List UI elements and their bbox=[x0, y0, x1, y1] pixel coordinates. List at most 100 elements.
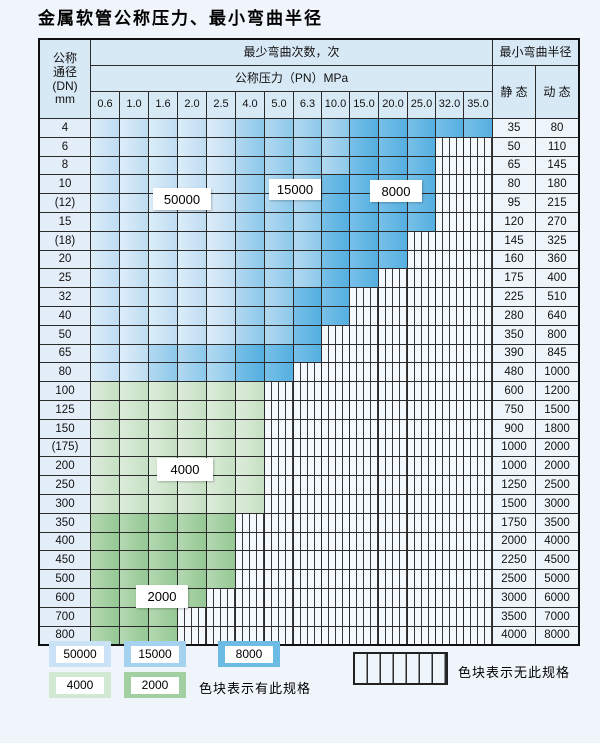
row-dn-label: 450 bbox=[40, 551, 90, 570]
matrix-cell-b1 bbox=[120, 194, 148, 212]
dynamic-radius-value: 4000 bbox=[536, 532, 578, 551]
matrix-cell-x bbox=[322, 400, 349, 419]
matrix-cell-x bbox=[436, 382, 463, 400]
matrix-cell-b1 bbox=[120, 250, 148, 269]
matrix-cell-g1 bbox=[236, 382, 264, 400]
matrix-cell-x bbox=[379, 306, 407, 325]
matrix-cell-b1 bbox=[91, 269, 119, 288]
matrix-cell-b2 bbox=[294, 269, 321, 288]
matrix-cell-b2 bbox=[265, 212, 293, 231]
matrix-cell-b2 bbox=[265, 156, 293, 175]
matrix-cell-x bbox=[464, 344, 492, 363]
row-dn-label: 4 bbox=[40, 119, 90, 137]
matrix-cell-g1 bbox=[236, 476, 264, 494]
matrix-cell-b2 bbox=[265, 325, 293, 344]
matrix-cell-x bbox=[408, 363, 435, 382]
matrix-cell-b2 bbox=[265, 306, 293, 325]
matrix-cell-b2 bbox=[265, 269, 293, 288]
matrix-cell-x bbox=[408, 250, 435, 269]
matrix-cell-x bbox=[436, 175, 463, 194]
static-radius-value: 225 bbox=[493, 288, 535, 306]
matrix-cell-b1 bbox=[149, 137, 177, 156]
static-radius-value: 2500 bbox=[493, 570, 535, 588]
header-pressure-1.0: 1.0 bbox=[120, 92, 148, 118]
matrix-cell-x bbox=[322, 325, 349, 344]
matrix-cell-b3 bbox=[322, 194, 349, 212]
matrix-cell-x bbox=[322, 363, 349, 382]
matrix-cell-b2 bbox=[178, 363, 206, 382]
cycle-count-annotation-2000: 2000 bbox=[136, 585, 188, 608]
matrix-cell-g1 bbox=[207, 400, 235, 419]
matrix-cell-x bbox=[379, 457, 407, 476]
matrix-cell-b2 bbox=[322, 119, 349, 137]
matrix-cell-b2 bbox=[236, 306, 264, 325]
matrix-cell-x bbox=[464, 231, 492, 250]
matrix-cell-b2 bbox=[236, 231, 264, 250]
matrix-cell-x bbox=[294, 363, 321, 382]
matrix-cell-x bbox=[294, 400, 321, 419]
matrix-cell-b1 bbox=[120, 119, 148, 137]
dynamic-radius-value: 270 bbox=[536, 212, 578, 231]
matrix-cell-b1 bbox=[207, 137, 235, 156]
matrix-cell-x bbox=[408, 306, 435, 325]
matrix-cell-g1 bbox=[178, 400, 206, 419]
matrix-cell-x bbox=[408, 607, 435, 626]
matrix-cell-g1 bbox=[91, 494, 119, 513]
matrix-cell-x bbox=[379, 551, 407, 570]
static-radius-value: 35 bbox=[493, 119, 535, 137]
matrix-cell-b1 bbox=[149, 269, 177, 288]
matrix-cell-b2 bbox=[265, 137, 293, 156]
matrix-cell-b1 bbox=[178, 119, 206, 137]
matrix-cell-b3 bbox=[379, 212, 407, 231]
matrix-cell-x bbox=[322, 626, 349, 645]
matrix-cell-g1 bbox=[91, 457, 119, 476]
header-pressure-5.0: 5.0 bbox=[265, 92, 293, 118]
row-dn-label: 700 bbox=[40, 607, 90, 626]
matrix-cell-x bbox=[464, 457, 492, 476]
matrix-cell-x bbox=[436, 325, 463, 344]
matrix-cell-b3 bbox=[350, 231, 378, 250]
matrix-cell-x bbox=[236, 570, 264, 588]
matrix-cell-x bbox=[350, 400, 378, 419]
dynamic-radius-value: 5000 bbox=[536, 570, 578, 588]
legend-swatch-label: 8000 bbox=[225, 645, 273, 663]
dynamic-radius-value: 1000 bbox=[536, 363, 578, 382]
matrix-cell-x bbox=[464, 494, 492, 513]
row-dn-label: 500 bbox=[40, 570, 90, 588]
matrix-cell-b1 bbox=[149, 156, 177, 175]
matrix-cell-g2 bbox=[178, 551, 206, 570]
matrix-cell-x bbox=[436, 250, 463, 269]
matrix-cell-x bbox=[265, 400, 293, 419]
matrix-cell-b1 bbox=[178, 250, 206, 269]
matrix-cell-x bbox=[379, 588, 407, 607]
matrix-cell-x bbox=[350, 626, 378, 645]
matrix-cell-x bbox=[265, 570, 293, 588]
matrix-cell-x bbox=[294, 438, 321, 457]
matrix-cell-g2 bbox=[120, 607, 148, 626]
header-dynamic: 动 态 bbox=[536, 66, 578, 118]
legend-hatch-swatch bbox=[353, 652, 448, 685]
matrix-cell-b2 bbox=[294, 137, 321, 156]
dynamic-radius-value: 800 bbox=[536, 325, 578, 344]
matrix-cell-b1 bbox=[91, 212, 119, 231]
matrix-cell-b1 bbox=[91, 288, 119, 306]
dynamic-radius-value: 510 bbox=[536, 288, 578, 306]
header-pressure-20.0: 20.0 bbox=[379, 92, 407, 118]
header-pressure-32.0: 32.0 bbox=[436, 92, 463, 118]
matrix-cell-x bbox=[436, 551, 463, 570]
header-pressure-4.0: 4.0 bbox=[236, 92, 264, 118]
static-radius-value: 175 bbox=[493, 269, 535, 288]
matrix-cell-x bbox=[464, 288, 492, 306]
matrix-cell-b1 bbox=[120, 175, 148, 194]
matrix-cell-x bbox=[408, 231, 435, 250]
matrix-cell-x bbox=[464, 212, 492, 231]
dynamic-radius-value: 4500 bbox=[536, 551, 578, 570]
dynamic-radius-value: 215 bbox=[536, 194, 578, 212]
matrix-cell-b1 bbox=[178, 212, 206, 231]
matrix-cell-g2 bbox=[149, 513, 177, 532]
row-dn-label: 800 bbox=[40, 626, 90, 645]
matrix-cell-x bbox=[350, 513, 378, 532]
row-dn-label: 300 bbox=[40, 494, 90, 513]
dynamic-radius-value: 2000 bbox=[536, 438, 578, 457]
matrix-cell-b1 bbox=[120, 212, 148, 231]
